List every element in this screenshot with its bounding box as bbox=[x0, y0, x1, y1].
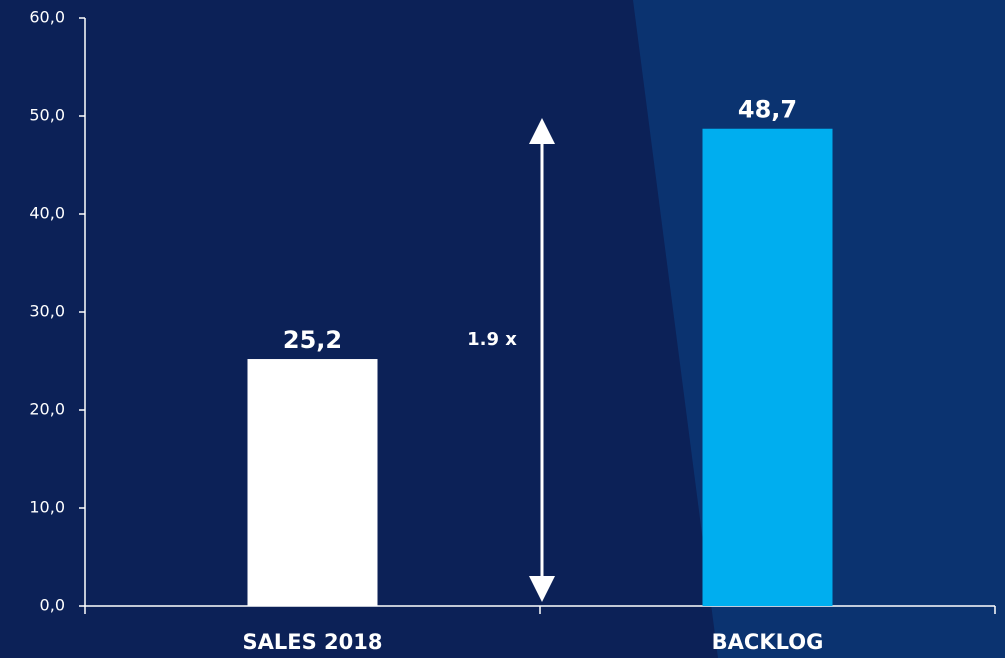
y-tick-label: 10,0 bbox=[29, 498, 65, 517]
annotation: 1.9 x bbox=[467, 329, 517, 350]
y-tick-label: 30,0 bbox=[29, 302, 65, 321]
y-tick-label: 40,0 bbox=[29, 204, 65, 223]
y-tick-label: 50,0 bbox=[29, 106, 65, 125]
y-tick-label: 60,0 bbox=[29, 8, 65, 27]
x-tick-label: SALES 2018 bbox=[243, 630, 383, 654]
value-label: 25,2 bbox=[283, 326, 342, 354]
bar bbox=[702, 128, 833, 607]
y-tick-label: 0,0 bbox=[40, 596, 65, 615]
y-tick-label: 20,0 bbox=[29, 400, 65, 419]
bar bbox=[247, 359, 378, 606]
x-tick-label: BACKLOG bbox=[712, 630, 824, 654]
ratio-arrow bbox=[529, 118, 555, 602]
value-label: 48,7 bbox=[738, 96, 797, 124]
